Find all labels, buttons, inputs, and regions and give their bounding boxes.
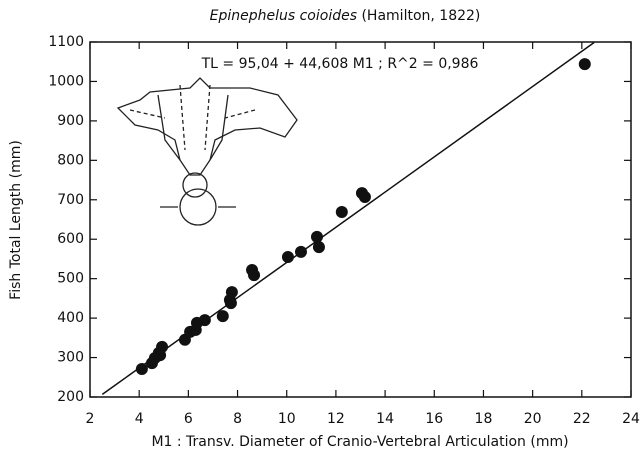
x-tick-label: 12 xyxy=(327,411,345,427)
point xyxy=(295,246,307,258)
y-tick-label: 500 xyxy=(57,271,84,287)
x-tick-label: 20 xyxy=(524,411,542,427)
point xyxy=(359,191,371,203)
point xyxy=(225,297,237,309)
x-tick-label: 16 xyxy=(425,411,443,427)
point xyxy=(226,286,238,298)
point xyxy=(153,347,165,359)
fit-line xyxy=(102,43,594,395)
x-tick-label: 10 xyxy=(278,411,296,427)
annotation: TL = 95,04 + 44,608 M1 ; R^2 = 0,986 xyxy=(201,56,479,72)
x-tick-label: 18 xyxy=(475,411,493,427)
point xyxy=(282,251,294,263)
point xyxy=(217,310,229,322)
y-axis-label: Fish Total Length (mm) xyxy=(8,140,24,300)
title-author: (Hamilton, 1822) xyxy=(361,8,480,24)
chart-title: Epinephelus coioides (Hamilton, 1822) xyxy=(210,8,481,24)
x-tick-label: 22 xyxy=(573,411,591,427)
x-tick-label: 4 xyxy=(135,411,144,427)
x-tick-label: 6 xyxy=(184,411,193,427)
y-tick-label: 200 xyxy=(57,389,84,405)
y-tick-label: 700 xyxy=(57,192,84,208)
y-tick-label: 800 xyxy=(57,152,84,168)
y-tick-label: 400 xyxy=(57,310,84,326)
point xyxy=(136,363,148,375)
y-tick-label: 600 xyxy=(57,231,84,247)
point xyxy=(248,269,260,281)
plot-frame xyxy=(90,42,631,397)
skull-inset xyxy=(118,78,297,225)
x-tick-label: 24 xyxy=(622,411,640,427)
point xyxy=(336,206,348,218)
x-tick-label: 14 xyxy=(376,411,394,427)
point xyxy=(311,231,323,243)
point xyxy=(579,58,591,70)
chart: Epinephelus coioides (Hamilton, 1822) TL… xyxy=(0,0,644,459)
point xyxy=(199,314,211,326)
y-tick-label: 900 xyxy=(57,113,84,129)
title-species: Epinephelus coioides xyxy=(210,8,357,24)
y-tick-label: 1000 xyxy=(48,73,84,89)
x-tick-label: 2 xyxy=(86,411,95,427)
point xyxy=(313,241,325,253)
y-tick-label: 300 xyxy=(57,350,84,366)
x-tick-label: 8 xyxy=(233,411,242,427)
x-axis-label: M1 : Transv. Diameter of Cranio-Vertebra… xyxy=(151,434,568,450)
y-tick-label: 1100 xyxy=(48,34,84,50)
